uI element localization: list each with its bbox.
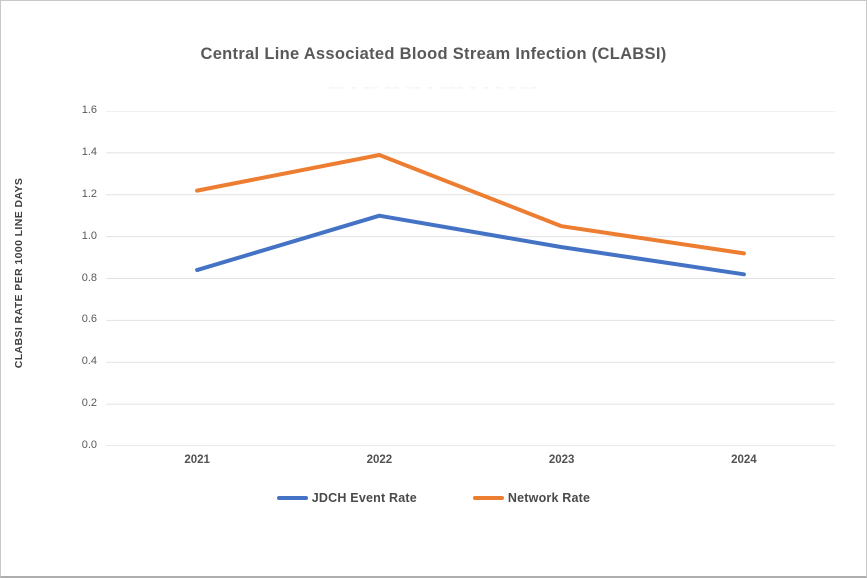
y-tick-label: 0.0 — [81, 439, 97, 451]
plot-area — [106, 111, 835, 446]
y-tick-label: 1.0 — [81, 229, 97, 242]
legend-line-swatch — [276, 496, 308, 500]
chart-subtitle-faint: –– – –– –– –– – ––– – – – – –– — [329, 80, 538, 94]
legend-item-jdch-event-rate: JDCH Event Rate — [276, 491, 417, 505]
chart-legend: JDCH Event Rate Network Rate — [1, 491, 866, 505]
legend-label: Network Rate — [507, 491, 591, 505]
y-tick-label: 0.4 — [81, 355, 97, 368]
series-line-network-rate — [195, 153, 746, 256]
y-tick-label: 0.6 — [81, 313, 97, 326]
x-tick-label: 2022 — [366, 454, 393, 466]
legend-label: JDCH Event Rate — [311, 491, 417, 505]
y-axis-title: CLABSI RATE PER 1000 LINE DAYS — [13, 177, 25, 369]
x-tick-label: 2024 — [731, 454, 757, 466]
y-axis-tick-labels: 1.6 1.4 1.2 1.0 0.8 0.6 0.4 0.2 0.0 — [53, 1, 97, 576]
x-axis-tick-labels: 2021 2022 2023 2024 — [106, 454, 835, 474]
y-tick-label: 1.4 — [81, 145, 97, 158]
x-tick-label: 2021 — [184, 454, 210, 466]
chart-title: Central Line Associated Blood Stream Inf… — [200, 45, 667, 63]
legend-line-swatch — [472, 496, 504, 500]
y-tick-label: 0.8 — [81, 271, 97, 284]
x-tick-label: 2023 — [548, 454, 575, 466]
y-tick-label: 0.2 — [81, 397, 97, 410]
series-line-jdch-event-rate — [195, 213, 746, 277]
y-tick-label: 1.2 — [81, 187, 97, 200]
legend-item-network-rate: Network Rate — [472, 491, 591, 505]
y-tick-label: 1.6 — [81, 104, 97, 116]
